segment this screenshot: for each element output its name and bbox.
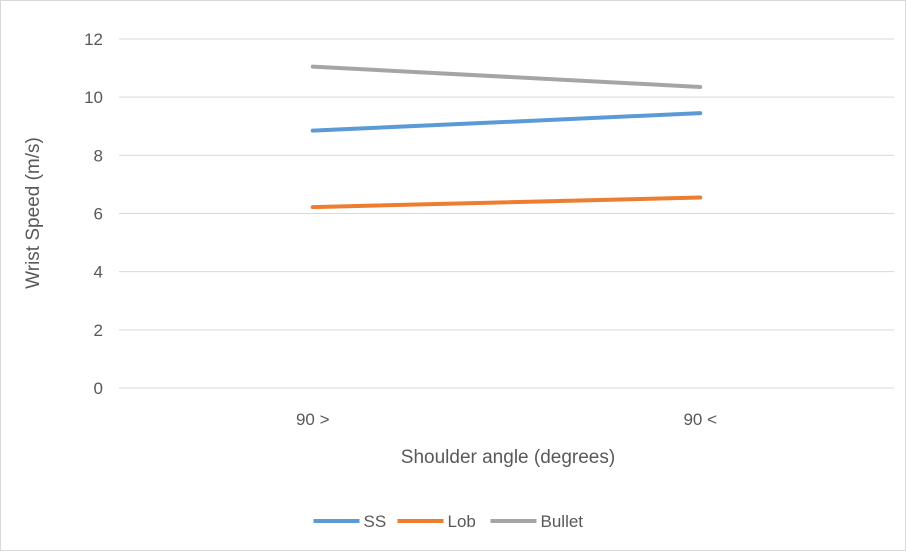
y-tick-label: 8 [94, 146, 103, 165]
legend: SS Lob Bullet [313, 512, 584, 531]
y-tick-label: 0 [94, 379, 103, 398]
y-tick-label: 12 [84, 30, 103, 49]
series-line-bullet [310, 64, 703, 89]
y-tick-label: 10 [84, 88, 103, 107]
legend-label: Bullet [541, 512, 584, 531]
x-tick-label: 90 > [296, 410, 330, 429]
legend-label: Lob [448, 512, 476, 531]
x-axis-ticks: 90 > 90 < [296, 410, 717, 429]
y-tick-label: 6 [94, 205, 103, 224]
x-tick-label: 90 < [683, 410, 717, 429]
gridlines [119, 38, 894, 389]
series-lines [310, 64, 703, 210]
y-tick-label: 2 [94, 321, 103, 340]
y-axis-title: Wrist Speed (m/s) [23, 137, 44, 289]
x-axis-title: Shoulder angle (degrees) [401, 447, 615, 468]
legend-label: SS [364, 512, 387, 531]
y-tick-label: 4 [94, 263, 103, 282]
series-line-lob [310, 195, 703, 210]
y-axis-ticks: 0 2 4 6 8 10 12 [84, 30, 103, 398]
series-line-ss [310, 111, 703, 133]
